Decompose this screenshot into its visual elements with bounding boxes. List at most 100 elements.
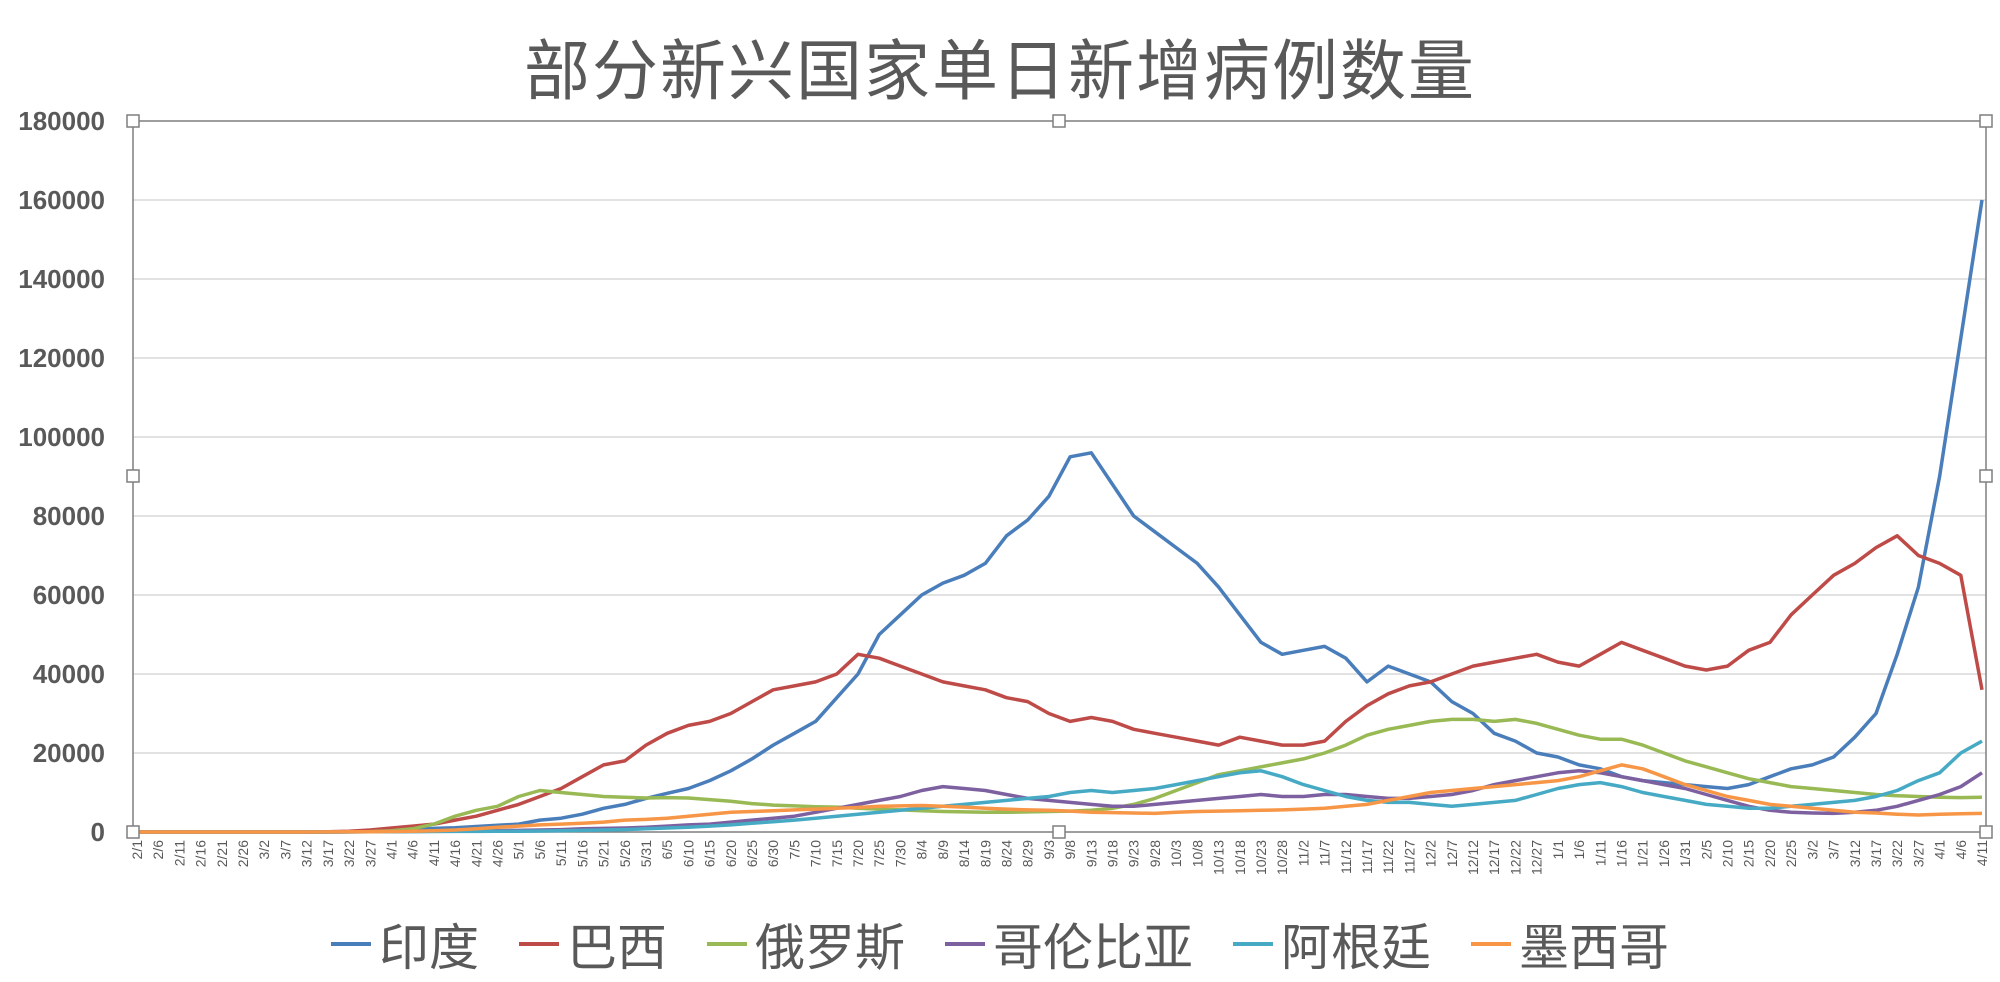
x-tick-label: 1/1 xyxy=(1550,840,1566,860)
x-tick-label: 8/29 xyxy=(1020,840,1036,867)
handle-mid-left[interactable] xyxy=(126,469,140,483)
x-tick-label: 11/27 xyxy=(1401,840,1417,874)
x-tick-label: 4/21 xyxy=(468,840,484,867)
x-tick-label: 10/8 xyxy=(1189,840,1205,867)
series-line-3 xyxy=(137,769,1983,834)
selection-handles[interactable] xyxy=(126,114,1993,839)
y-tick-label: 180000 xyxy=(18,106,105,136)
handle-bottom-mid[interactable] xyxy=(1052,825,1066,839)
x-tick-label: 12/17 xyxy=(1486,840,1502,875)
x-tick-label: 7/5 xyxy=(786,840,802,860)
legend-label: 哥伦比亚 xyxy=(993,919,1193,977)
x-tick-label: 3/27 xyxy=(362,840,378,867)
series-line-2 xyxy=(137,717,1983,834)
x-tick-label: 3/12 xyxy=(1847,840,1863,867)
legend-item-0: 印度 xyxy=(331,908,479,980)
x-tick-label: 10/18 xyxy=(1232,840,1248,875)
x-tick-label: 3/7 xyxy=(277,840,293,860)
handle-top-right[interactable] xyxy=(1979,114,1993,128)
x-tick-label: 7/25 xyxy=(871,840,887,867)
x-tick-label: 1/11 xyxy=(1592,840,1608,866)
x-tick-label: 12/2 xyxy=(1423,840,1439,867)
x-tick-label: 12/12 xyxy=(1465,840,1481,875)
x-tick-label: 12/7 xyxy=(1444,840,1460,867)
chart-title: 部分新兴国家单日新增病例数量 xyxy=(524,33,1476,110)
x-tick-label: 9/13 xyxy=(1083,840,1099,867)
x-tick-label: 6/5 xyxy=(659,840,675,860)
handle-top-left[interactable] xyxy=(126,114,140,128)
x-tick-label: 2/26 xyxy=(235,840,251,867)
legend-swatch xyxy=(707,942,747,946)
x-tick-label: 5/6 xyxy=(532,840,548,860)
legend-label: 俄罗斯 xyxy=(755,919,905,977)
legend-label: 印度 xyxy=(379,919,479,977)
x-tick-label: 3/27 xyxy=(1910,840,1926,867)
x-tick-label: 6/10 xyxy=(680,840,696,867)
x-tick-label: 8/4 xyxy=(914,840,930,860)
x-tick-label: 4/1 xyxy=(383,840,399,860)
x-tick-label: 1/26 xyxy=(1656,840,1672,867)
x-tick-label: 4/26 xyxy=(490,840,506,867)
handle-mid-right[interactable] xyxy=(1979,469,1993,483)
y-tick-label: 80000 xyxy=(33,501,105,531)
x-tick-label: 8/9 xyxy=(935,840,951,860)
gridlines xyxy=(133,199,1986,754)
x-tick-label: 1/31 xyxy=(1677,840,1693,867)
x-tick-label: 3/2 xyxy=(256,840,272,860)
x-tick-label: 3/22 xyxy=(1889,840,1905,867)
x-tick-label: 9/8 xyxy=(1062,840,1078,860)
series-line-1 xyxy=(137,534,1984,834)
handle-bottom-left[interactable] xyxy=(126,825,140,839)
x-tick-label: 7/10 xyxy=(808,840,824,867)
x-tick-label: 8/14 xyxy=(956,840,972,867)
x-tick-label: 5/1 xyxy=(511,840,527,860)
x-tick-label: 5/31 xyxy=(638,840,654,867)
x-tick-label: 11/12 xyxy=(1338,840,1354,874)
x-tick-label: 2/20 xyxy=(1762,840,1778,867)
y-tick-label: 140000 xyxy=(18,264,105,294)
x-tick-label: 9/3 xyxy=(1041,840,1057,860)
x-tick-label: 2/15 xyxy=(1741,840,1757,867)
y-axis-ticks: 0 20000 40000 60000 80000 100000 120000 140000 1… xyxy=(18,106,105,847)
y-tick-label: 40000 xyxy=(33,659,105,689)
x-tick-label: 4/6 xyxy=(405,840,421,860)
x-tick-label: 5/16 xyxy=(574,840,590,867)
y-tick-label: 60000 xyxy=(33,580,105,610)
x-tick-label: 9/23 xyxy=(1126,840,1142,867)
legend-item-3: 哥伦比亚 xyxy=(945,908,1193,980)
series-line-5 xyxy=(137,763,1983,834)
x-tick-label: 10/28 xyxy=(1274,840,1290,875)
x-tick-label: 8/24 xyxy=(998,840,1014,867)
x-tick-label: 4/11 xyxy=(1974,840,1990,866)
x-tick-label: 3/17 xyxy=(320,840,336,867)
y-tick-label: 100000 xyxy=(18,422,105,452)
x-tick-label: 2/5 xyxy=(1698,840,1714,860)
x-tick-label: 6/25 xyxy=(744,840,760,867)
legend-swatch xyxy=(945,942,985,946)
x-tick-label: 5/26 xyxy=(617,840,633,867)
legend-label: 巴西 xyxy=(567,919,667,977)
legend-label: 墨西哥 xyxy=(1519,919,1669,977)
x-tick-label: 2/25 xyxy=(1783,840,1799,867)
x-tick-label: 11/7 xyxy=(1317,840,1333,866)
x-tick-label: 3/2 xyxy=(1804,840,1820,860)
handle-top-mid[interactable] xyxy=(1052,114,1066,128)
x-tick-label: 12/22 xyxy=(1507,840,1523,875)
legend: 印度 巴西 俄罗斯 哥伦比亚 阿根廷 墨西哥 xyxy=(0,908,2000,980)
x-tick-label: 1/16 xyxy=(1613,840,1629,867)
x-tick-label: 9/18 xyxy=(1105,840,1121,867)
legend-item-2: 俄罗斯 xyxy=(707,908,905,980)
x-tick-label: 5/11 xyxy=(553,840,569,866)
x-tick-label: 3/7 xyxy=(1826,840,1842,860)
x-tick-label: 11/17 xyxy=(1359,840,1375,874)
x-tick-label: 5/21 xyxy=(596,840,612,867)
legend-item-1: 巴西 xyxy=(519,908,667,980)
x-tick-label: 4/1 xyxy=(1932,840,1948,860)
x-tick-label: 1/6 xyxy=(1571,840,1587,860)
x-tick-label: 6/15 xyxy=(702,840,718,867)
x-tick-label: 4/11 xyxy=(426,840,442,866)
x-tick-label: 12/27 xyxy=(1529,840,1545,875)
handle-bottom-right[interactable] xyxy=(1979,825,1993,839)
x-axis-ticks: 2/1 2/6 2/11 2/16 2/21 2/26 3/2 3/7 3/12 3/17 3/22… xyxy=(129,840,1990,875)
